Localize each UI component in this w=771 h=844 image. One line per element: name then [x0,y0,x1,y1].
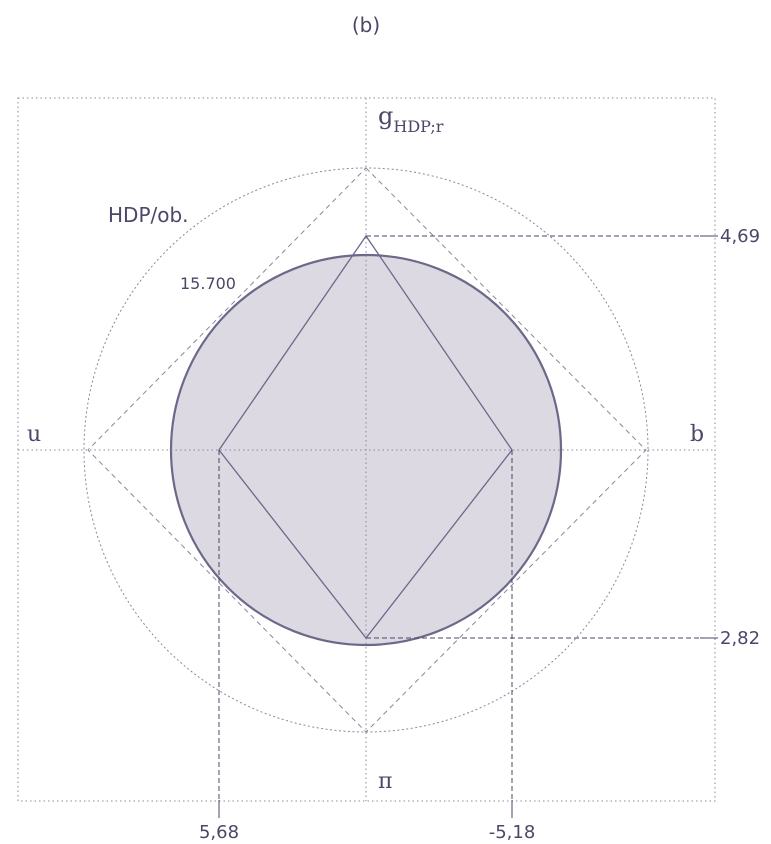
value-bottom-right: -5,18 [489,822,536,843]
outer-circle-label: HDP/ob. [108,203,189,227]
top-axis-label-main: g [378,102,393,130]
inner-circle-label: 15.700 [180,274,236,293]
top-axis-label: gHDP;r [378,102,444,136]
bottom-axis-label: π [378,769,392,794]
value-bottom-left: 5,68 [199,822,239,843]
panel-label: (b) [352,13,380,37]
top-axis-label-sub: HDP;r [393,117,443,136]
value-right-lower: 2,82 [720,628,760,649]
left-axis-label: u [27,422,41,447]
right-axis-label: b [690,422,704,447]
value-right-upper: 4,69 [720,226,760,247]
